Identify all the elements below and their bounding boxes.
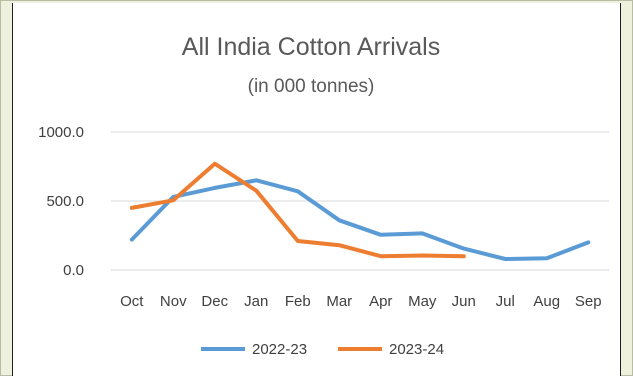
x-axis-ticks: Oct Nov Dec Jan Feb Mar Apr May Jun Jul Aug Sep [120, 293, 602, 310]
legend-label: 2022-23 [252, 341, 307, 358]
chart-title: All India Cotton Arrivals [182, 33, 440, 61]
chart-panel: All India Cotton Arrivals (in 000 tonnes… [12, 3, 621, 376]
y-axis-ticks: 1000.0 500.0 0.0 [38, 124, 84, 279]
series-lines [129, 161, 591, 261]
x-tick-label: Oct [120, 293, 144, 310]
legend-label: 2023-24 [389, 341, 444, 358]
series-line-2023-24 [129, 161, 466, 259]
legend: 2022-23 2023-24 [201, 341, 444, 358]
x-tick-label: Aug [533, 293, 560, 310]
x-tick-label: Dec [201, 293, 228, 310]
y-tick-label: 500.0 [46, 193, 84, 210]
line-chart: All India Cotton Arrivals (in 000 tonnes… [38, 33, 609, 358]
series-line-2022-23 [129, 178, 591, 261]
x-tick-label: Apr [369, 293, 392, 310]
x-tick-label: Sep [575, 293, 602, 310]
y-tick-label: 1000.0 [38, 124, 84, 141]
x-tick-label: Nov [160, 293, 187, 310]
x-tick-label: Jul [496, 293, 515, 310]
chart-subtitle: (in 000 tonnes) [248, 76, 375, 97]
y-tick-label: 0.0 [63, 262, 84, 279]
x-tick-label: Jun [452, 293, 476, 310]
x-tick-label: Feb [285, 293, 311, 310]
gridlines [111, 131, 609, 271]
x-tick-label: Jan [244, 293, 268, 310]
x-tick-label: Mar [326, 293, 352, 310]
x-tick-label: May [408, 293, 437, 310]
